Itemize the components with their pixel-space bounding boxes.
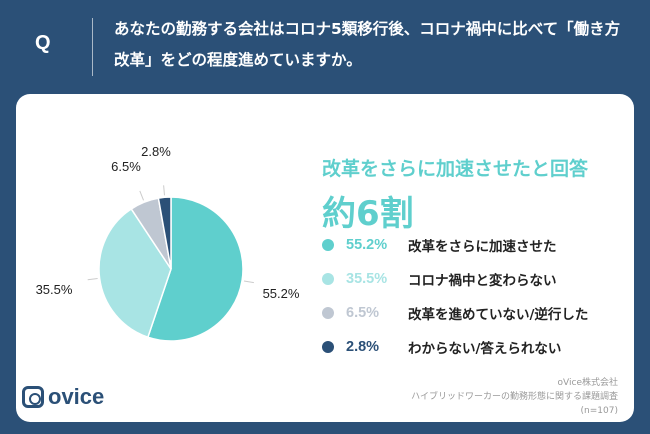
legend-percent: 35.5% — [346, 271, 388, 287]
legend-label: コロナ禍中と変わらない — [408, 273, 557, 289]
legend-label: 改革を進めていない/逆行した — [408, 307, 589, 323]
header: Q あなたの勤務する会社はコロナ5類移行後、コロナ禍中に比べて「働き方改革」をど… — [0, 0, 650, 92]
source-company: oVice株式会社 — [557, 378, 618, 388]
q-label: Q — [35, 32, 51, 54]
legend-dot — [322, 239, 334, 251]
pie-leader-line — [139, 190, 145, 201]
question-text: あなたの勤務する会社はコロナ5類移行後、コロナ禍中に比べて「働き方改革」をどの程… — [114, 20, 621, 69]
legend-percent: 6.5% — [346, 305, 380, 321]
summary-headline: 改革をさらに加速させたと回答 — [322, 158, 589, 180]
ovice-logo: ovice — [22, 384, 104, 410]
legend-item: 55.2% 改革をさらに加速させた — [322, 234, 622, 256]
pie-slice-label: 35.5% — [36, 282, 73, 297]
source-sample: (n=107) — [580, 406, 618, 416]
pie-leader-line — [163, 185, 165, 196]
pie-slice-label: 55.2% — [263, 286, 300, 301]
ovice-logo-text: ovice — [48, 384, 105, 409]
legend-label: 改革をさらに加速させた — [408, 239, 557, 255]
legend-label: わからない/答えられない — [408, 341, 562, 357]
result-card: 55.2% 35.5% 6.5% 2.8% 改革をさらに加速させたと回答 約6割 55… — [16, 94, 634, 422]
legend-percent: 55.2% — [346, 237, 388, 253]
pie-leader-line — [87, 278, 98, 281]
legend-dot — [322, 307, 334, 319]
legend-percent: 2.8% — [346, 339, 380, 355]
q-divider — [92, 18, 93, 76]
pie-slice — [157, 196, 172, 270]
source-note: oVice株式会社 ハイブリッドワーカーの勤務形態に関する課題調査 (n=107… — [411, 376, 618, 418]
pie-leader-line — [243, 280, 254, 284]
legend-dot — [322, 273, 334, 285]
legend-item: 2.8% わからない/答えられない — [322, 336, 622, 358]
pie-chart: 55.2% 35.5% 6.5%2.8% — [36, 144, 300, 342]
source-survey: ハイブリッドワーカーの勤務形態に関する課題調査 — [411, 392, 618, 402]
pie-slice — [98, 207, 172, 339]
ovice-logo-icon — [22, 386, 44, 408]
pie-slice-label: 2.8% — [141, 144, 171, 159]
pie-slice-label: 6.5% — [111, 159, 141, 174]
legend-item: 35.5% コロナ禍中と変わらない — [322, 268, 622, 290]
legend-item: 6.5% 改革を進めていない/逆行した — [322, 302, 622, 324]
summary-big: 約6割 — [322, 194, 414, 234]
legend-dot — [322, 341, 334, 353]
